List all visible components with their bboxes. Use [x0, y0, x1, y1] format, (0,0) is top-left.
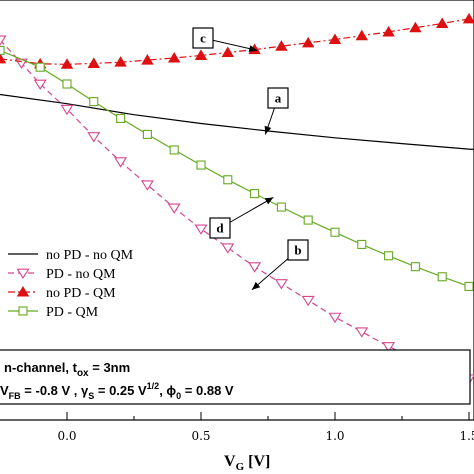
data-point — [382, 342, 396, 353]
data-point — [382, 25, 395, 37]
data-point — [276, 202, 286, 212]
data-point — [274, 279, 288, 290]
data-point — [62, 79, 72, 89]
data-point — [384, 251, 394, 261]
data-point — [194, 49, 208, 60]
annotation-label: d — [216, 221, 224, 236]
legend-marker — [18, 306, 28, 316]
x-tick-label: 0.5 — [191, 429, 210, 443]
data-point — [328, 312, 342, 324]
data-point — [87, 132, 101, 143]
data-point — [302, 36, 315, 48]
annotation-label: c — [200, 31, 206, 46]
x-tick-label: 0.0 — [57, 429, 76, 443]
legend-label: PD - QM — [46, 305, 99, 320]
data-point — [223, 175, 233, 185]
data-point — [437, 272, 447, 282]
data-point — [33, 79, 47, 90]
data-point — [167, 203, 181, 214]
annotation-arrowhead — [264, 125, 272, 135]
data-point — [196, 160, 206, 170]
data-point — [0, 45, 5, 55]
data-point — [303, 215, 313, 225]
data-point — [194, 224, 208, 235]
legend: no PD - no QM PD - no QM no PD - QM PD - QM — [0, 242, 160, 324]
data-point — [114, 157, 128, 168]
data-point — [168, 51, 181, 63]
annotation-label: a — [275, 91, 282, 106]
data-point — [248, 262, 262, 273]
data-point — [60, 104, 74, 116]
data-point — [142, 129, 152, 139]
legend-label: no PD - no QM — [46, 248, 134, 263]
legend-item-4: PD - QM — [8, 305, 99, 320]
annotation-label: b — [294, 243, 301, 258]
legend-item-3: no PD - QM — [8, 285, 116, 301]
data-point — [301, 295, 315, 307]
data-point — [60, 58, 74, 69]
legend-label: PD - no QM — [46, 267, 116, 282]
annotation-arrowhead — [248, 45, 258, 53]
data-point — [35, 62, 45, 72]
annotation-a: a — [264, 87, 289, 135]
info-line-1: n-channel, tox = 3nm — [4, 360, 130, 379]
annotation-arrowhead — [264, 197, 274, 205]
data-point — [116, 113, 126, 123]
data-point — [87, 57, 100, 68]
x-tick-label: 1.5 — [459, 429, 474, 443]
legend-marker — [16, 268, 30, 279]
x-axis-label: VG [V] — [224, 453, 270, 473]
data-point — [462, 12, 474, 24]
data-point — [114, 56, 127, 67]
series-4 — [0, 45, 474, 291]
data-point — [355, 29, 368, 41]
data-point — [221, 46, 234, 58]
annotation-b: b — [251, 239, 309, 291]
info-box-frame — [0, 349, 471, 405]
data-point — [355, 327, 369, 338]
data-point — [410, 262, 420, 272]
data-point — [464, 281, 474, 291]
info-line-2: VFB = -0.8 V , γS = 0.25 V1/2, ϕ0 = 0.88… — [0, 381, 234, 401]
data-point — [141, 54, 154, 65]
legend-label: no PD - QM — [46, 286, 116, 301]
annotation-box — [209, 217, 231, 239]
annotation-box — [267, 87, 289, 109]
data-point — [436, 17, 449, 29]
legend-item-1: no PD - no QM — [8, 248, 134, 263]
annotation-box — [192, 27, 214, 49]
legend-item-2: PD - no QM — [8, 267, 116, 282]
x-tick-label: 1.0 — [325, 429, 344, 443]
info-box: n-channel, tox = 3nm VFB = -0.8 V , γS =… — [0, 349, 471, 405]
data-point — [409, 21, 422, 33]
data-point — [0, 35, 7, 46]
annotation-box — [287, 239, 309, 261]
data-point — [328, 33, 342, 45]
annotation-arrowhead — [251, 281, 261, 290]
data-point — [0, 52, 7, 64]
data-point — [357, 239, 367, 249]
data-point — [330, 227, 340, 237]
data-point — [221, 243, 235, 254]
data-point — [169, 145, 179, 155]
annotation-layer: a b c d — [192, 27, 309, 291]
data-point — [275, 40, 288, 51]
legend-marker — [16, 285, 30, 297]
x-axis: 0.0 0.5 1.0 1.5 — [57, 412, 474, 443]
annotation-d: d — [209, 196, 274, 239]
data-point — [140, 180, 154, 191]
data-point — [89, 97, 99, 107]
annotation-c: c — [192, 27, 258, 53]
series-line — [0, 18, 470, 65]
data-point — [250, 189, 260, 199]
